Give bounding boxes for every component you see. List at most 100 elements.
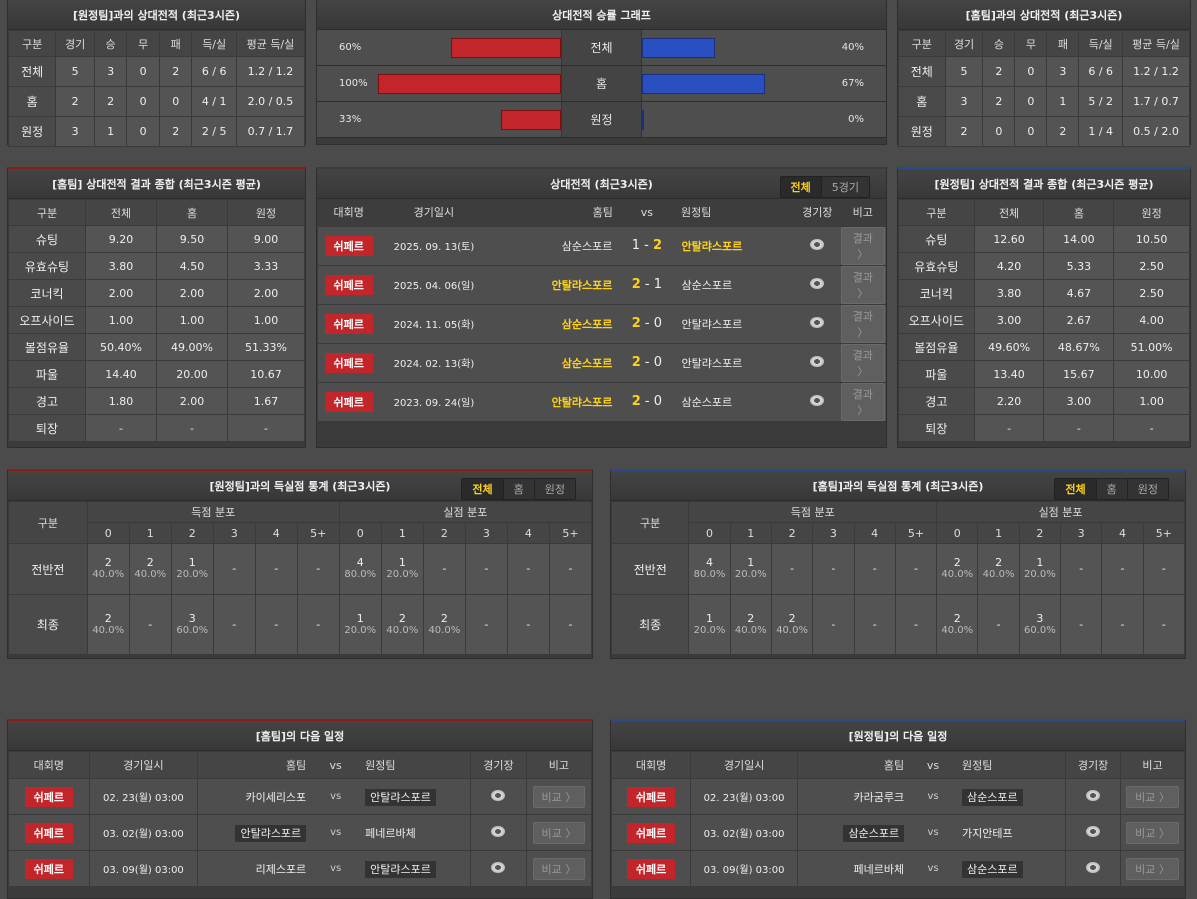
count: - bbox=[913, 562, 918, 575]
column-header: 원정팀 bbox=[365, 751, 471, 779]
result-button[interactable]: 결과 〉 bbox=[840, 304, 885, 343]
league-badge[interactable]: 쉬페르 bbox=[24, 822, 73, 843]
goal-count-header: 2 bbox=[1018, 522, 1062, 544]
league-badge[interactable]: 쉬페르 bbox=[324, 235, 373, 256]
stadium-icon[interactable] bbox=[1086, 825, 1101, 837]
stadium-icon[interactable] bbox=[1086, 861, 1101, 873]
league-badge[interactable]: 쉬페르 bbox=[626, 858, 676, 879]
tab-2[interactable]: 원정 bbox=[1126, 479, 1168, 499]
scored-header: 득점 분포 bbox=[86, 501, 340, 523]
row-label: 코너킥 bbox=[8, 279, 86, 307]
result-button[interactable]: 결과 〉 bbox=[840, 226, 885, 265]
stadium-icon[interactable] bbox=[810, 277, 825, 289]
stadium-icon[interactable] bbox=[810, 238, 825, 250]
compare-button[interactable]: 비교 〉 bbox=[1126, 857, 1179, 880]
tab-1[interactable]: 홈 bbox=[1095, 479, 1127, 499]
match-row[interactable]: 쉬페르 2025. 04. 06(일) 안탈랴스포르 2 - 1 삼순스포르 결… bbox=[317, 264, 886, 305]
schedule-row[interactable]: 쉬페르 02. 23(월) 03:00 카라굼루크 vs 삼순스포르 비교 〉 bbox=[610, 778, 1186, 815]
schedule-row[interactable]: 쉬페르 03. 02(월) 03:00 삼순스포르 vs 가지안테프 비교 〉 bbox=[610, 814, 1186, 851]
table-row: 파울 14.40 20.00 10.67 bbox=[8, 360, 305, 388]
stadium-icon[interactable] bbox=[810, 394, 825, 406]
compare-button[interactable]: 비교 〉 bbox=[532, 857, 586, 880]
count: - bbox=[442, 562, 447, 575]
cell: 4 / 1 bbox=[191, 86, 237, 117]
stadium-cell bbox=[794, 303, 841, 344]
table-row: 전반전 2 40.0% 2 40.0% 1 20.0% - - -4 80.0% 1 20.0% - - - - bbox=[8, 543, 593, 595]
goal-count-header: 0 bbox=[86, 522, 130, 544]
compare-button[interactable]: 비교 〉 bbox=[1126, 821, 1179, 844]
column-header: 홈 bbox=[155, 199, 229, 226]
away-team-cell: 삼순스포르 bbox=[961, 778, 1067, 815]
right-percent: 67% bbox=[841, 78, 864, 89]
cell: 6 / 6 bbox=[191, 56, 237, 87]
home-win-bar bbox=[451, 37, 561, 58]
stadium-icon[interactable] bbox=[491, 861, 506, 873]
match-date: 03. 09(월) 03:00 bbox=[88, 850, 199, 887]
match-row[interactable]: 쉬페르 2024. 02. 13(화) 삼순스포르 2 - 0 안탈랴스포르 결… bbox=[317, 342, 886, 383]
tab-0[interactable]: 전체 bbox=[462, 479, 503, 499]
tab-2[interactable]: 원정 bbox=[533, 479, 575, 499]
schedule-row[interactable]: 쉬페르 03. 09(월) 03:00 리제스포르 vs 안탈랴스포르 비교 〉 bbox=[8, 850, 593, 887]
cell: 20.00 bbox=[155, 360, 229, 388]
tab-1[interactable]: 홈 bbox=[502, 479, 534, 499]
compare-button[interactable]: 비교 〉 bbox=[1126, 785, 1179, 808]
league-badge[interactable]: 쉬페르 bbox=[24, 858, 73, 879]
league-badge[interactable]: 쉬페르 bbox=[324, 352, 373, 373]
count: - bbox=[232, 562, 237, 575]
column-header: 전체 bbox=[973, 199, 1045, 226]
cell: - bbox=[227, 414, 305, 442]
result-button[interactable]: 결과 〉 bbox=[840, 265, 885, 304]
match-row[interactable]: 쉬페르 2023. 09. 24(일) 안탈랴스포르 2 - 0 삼순스포르 결… bbox=[317, 381, 886, 422]
percent: 20.0% bbox=[344, 624, 377, 636]
row-label: 퇴장 bbox=[898, 414, 975, 442]
stadium-icon[interactable] bbox=[1086, 789, 1101, 801]
goals-table: 구분 득점 분포 실점 분포 0 1 2 3 4 5+ 0 1 2 3 4 5+ 전반전 4 80.0% 1 20.0… bbox=[610, 501, 1186, 655]
percent: 60.0% bbox=[176, 624, 209, 636]
goal-count-header: 5+ bbox=[1142, 522, 1186, 544]
away-win-bar bbox=[642, 109, 644, 130]
compare-button[interactable]: 비교 〉 bbox=[532, 785, 586, 808]
schedule-row[interactable]: 쉬페르 03. 02(월) 03:00 안탈랴스포르 vs 페네르바체 비교 〉 bbox=[8, 814, 593, 851]
league-badge[interactable]: 쉬페르 bbox=[24, 786, 73, 807]
tab-0[interactable]: 전체 bbox=[1055, 479, 1096, 499]
table-row: 전체 5 2 0 3 6 / 6 1.2 / 1.2 bbox=[898, 56, 1190, 87]
goal-count-header: 1 bbox=[380, 522, 424, 544]
schedule-row[interactable]: 쉬페르 02. 23(월) 03:00 카이세리스포 vs 안탈랴스포르 비교 … bbox=[8, 778, 593, 815]
count: 2 bbox=[747, 611, 755, 625]
cell: 1.67 bbox=[227, 387, 305, 415]
match-row[interactable]: 쉬페르 2025. 09. 13(토) 삼순스포르 1 - 2 안탈랴스포르 결… bbox=[317, 225, 886, 266]
tab-1[interactable]: 5경기 bbox=[820, 177, 869, 197]
stadium-icon[interactable] bbox=[491, 825, 506, 837]
result-button[interactable]: 결과 〉 bbox=[840, 382, 885, 421]
graph-row: 100% 홈 67% bbox=[317, 66, 886, 102]
row-label: 최종 bbox=[8, 594, 88, 655]
stadium-icon[interactable] bbox=[491, 789, 506, 801]
stadium-icon[interactable] bbox=[810, 316, 825, 328]
conceded-cell: - bbox=[506, 594, 550, 655]
league-badge[interactable]: 쉬페르 bbox=[324, 313, 373, 334]
stadium-icon[interactable] bbox=[810, 355, 825, 367]
match-date: 02. 23(월) 03:00 bbox=[690, 778, 798, 815]
conceded-cell: - bbox=[1142, 594, 1186, 655]
row-label: 오프사이드 bbox=[8, 306, 86, 334]
stadium-cell bbox=[1065, 850, 1121, 887]
league-badge[interactable]: 쉬페르 bbox=[626, 822, 676, 843]
league-badge[interactable]: 쉬페르 bbox=[324, 391, 373, 412]
scored-cell: 2 40.0% bbox=[86, 543, 130, 595]
conceded-cell: 2 40.0% bbox=[977, 543, 1020, 595]
cell: 10.50 bbox=[1113, 225, 1190, 253]
result-button[interactable]: 결과 〉 bbox=[840, 343, 885, 382]
cell: 5 bbox=[944, 56, 984, 87]
row-label: 슈팅 bbox=[8, 225, 86, 253]
scored-cell: 2 40.0% bbox=[729, 594, 772, 655]
away-win-bar bbox=[642, 73, 765, 94]
compare-button[interactable]: 비교 〉 bbox=[532, 821, 586, 844]
schedule-row[interactable]: 쉬페르 03. 09(월) 03:00 페네르바체 vs 삼순스포르 비교 〉 bbox=[610, 850, 1186, 887]
match-row[interactable]: 쉬페르 2024. 11. 05(화) 삼순스포르 2 - 0 안탈랴스포르 결… bbox=[317, 303, 886, 344]
home-team-cell: 리제스포르 bbox=[197, 850, 307, 887]
row-label: 유효슈팅 bbox=[8, 252, 86, 280]
league-badge[interactable]: 쉬페르 bbox=[324, 274, 373, 295]
league-badge[interactable]: 쉬페르 bbox=[626, 786, 676, 807]
tab-0[interactable]: 전체 bbox=[780, 177, 821, 197]
percent: 40.0% bbox=[982, 569, 1015, 580]
